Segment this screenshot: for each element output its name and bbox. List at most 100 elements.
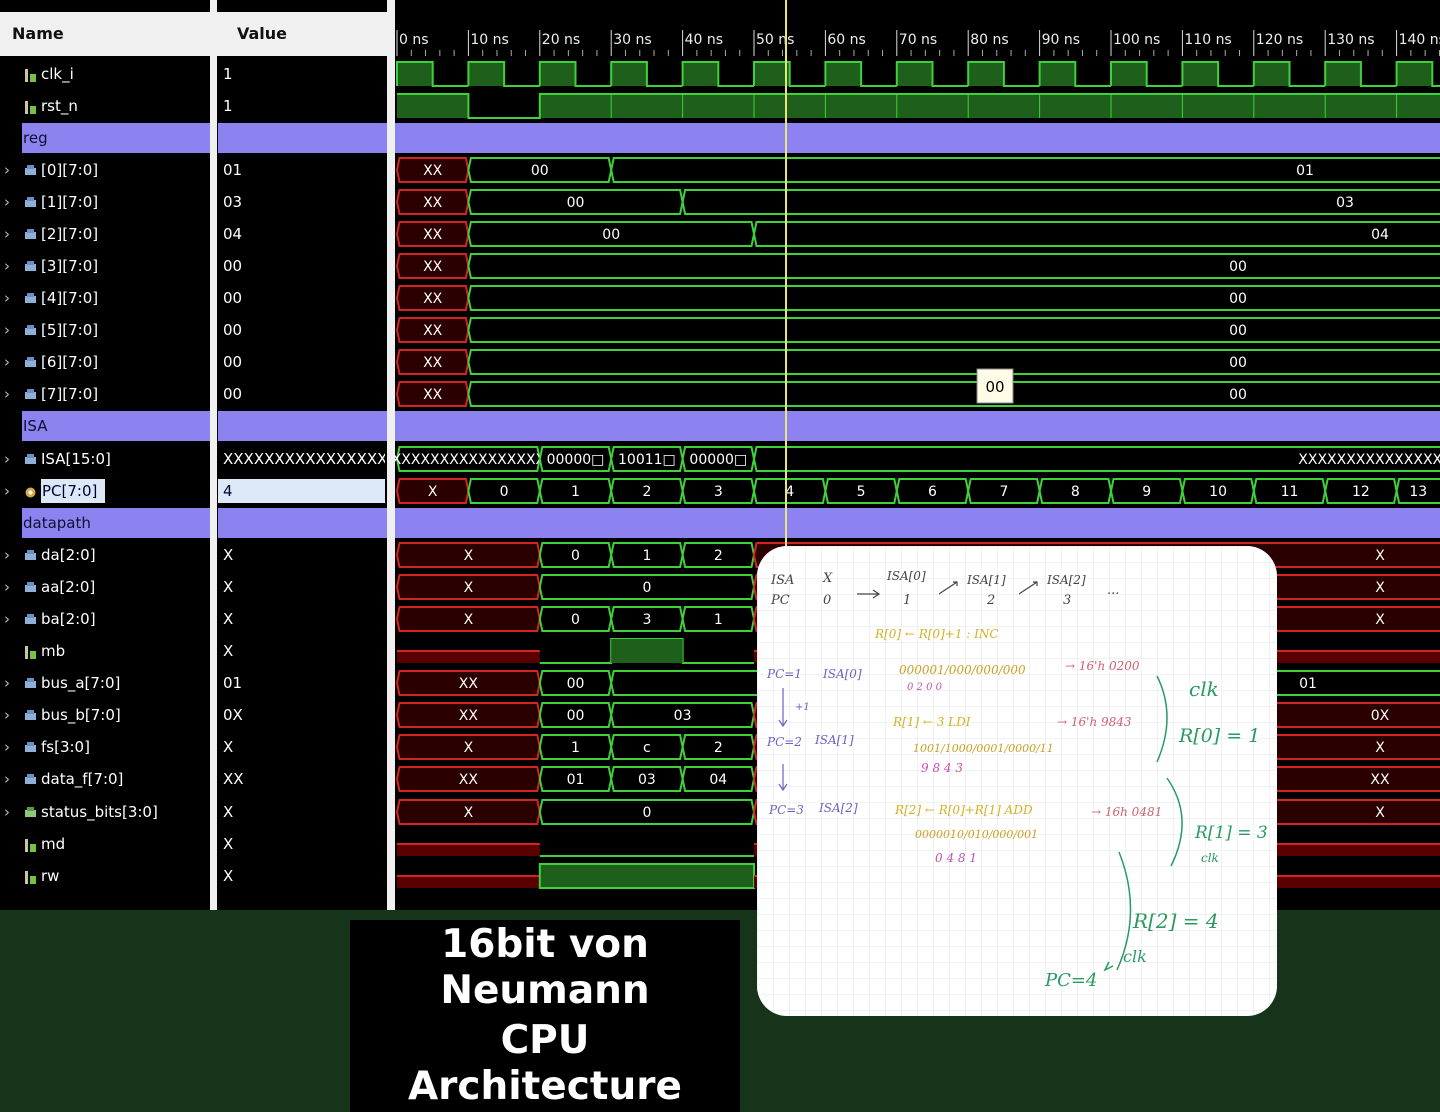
signal-value: X [223,546,234,564]
note-text: ISA[2] [1046,573,1086,587]
signal-name: [6][7:0] [41,353,99,371]
chevron-right-icon[interactable]: › [4,546,10,564]
signal-row-reg-5[interactable]: › [5][7:0] 00 [0,314,390,346]
signal-row-status-bits[interactable]: › status_bits[3:0] X [0,796,390,828]
signal-value: 00 [223,289,243,307]
signal-row-reg-3[interactable]: › [3][7:0] 00 [0,250,390,282]
signal-row-ba[interactable]: › ba[2:0] X [0,603,390,635]
bus-value-label: 3 [642,612,651,628]
chevron-right-icon[interactable]: › [4,225,10,243]
signal-row-isa[interactable]: › ISA[15:0] XXXXXXXXXXXXXXXX [0,443,390,475]
bus-value-label: XX [423,291,443,307]
caption-line-2: CPU Architecture [350,1016,740,1112]
signal-value: X [223,610,234,628]
group-value-isa [218,411,387,441]
signal-name: fs[3:0] [41,738,90,756]
signal-name: [2][7:0] [41,225,99,243]
caption-line-1: 16bit von Neumann [350,920,740,1016]
chevron-right-icon[interactable]: › [4,161,10,179]
bus-value-label: 00 [567,676,585,692]
group-label-datapath[interactable]: datapath [22,508,210,538]
chevron-right-icon[interactable]: › [4,803,10,821]
signal-row-da[interactable]: › da[2:0] X [0,539,390,571]
chevron-right-icon[interactable]: › [4,578,10,596]
note-text: 0 4 8 1 [935,851,977,865]
bus-value-label: 10 [1209,484,1227,500]
note-text: 0 2 0 0 [907,682,943,693]
bus-segment [467,253,1440,279]
column-divider[interactable] [210,0,217,910]
signal-row-bus-b[interactable]: › bus_b[7:0] 0X [0,699,390,731]
signal-row-fs[interactable]: › fs[3:0] X [0,731,390,763]
signal-name: clk_i [41,65,74,83]
chevron-right-icon[interactable]: › [4,385,10,403]
signal-name: status_bits[3:0] [41,803,158,821]
time-ruler [395,12,1440,56]
bus-signal-icon [24,548,37,561]
signal-name: md [41,835,66,853]
chevron-right-icon[interactable]: › [4,321,10,339]
bus-value-label: 00 [1229,259,1247,275]
signal-row-reg-6[interactable]: › [6][7:0] 00 [0,346,390,378]
clock-high-fill [1111,62,1147,86]
chevron-right-icon[interactable]: › [4,257,10,275]
bus-value-label: X [1375,740,1385,756]
note-text: ISA[0] [822,667,862,681]
clock-high-fill [1182,62,1219,86]
chevron-right-icon[interactable]: › [4,353,10,371]
bit-signal-icon [24,99,37,114]
signal-row-reg-2[interactable]: › [2][7:0] 04 [0,218,390,250]
chevron-right-icon[interactable]: › [4,193,10,211]
chevron-right-icon[interactable]: › [4,289,10,307]
ruler-tick-label: 140 ns [1399,32,1440,48]
signal-row-reg-4[interactable]: › [4][7:0] 00 [0,282,390,314]
clock-high-fill [754,62,790,86]
note-text: ISA[0] [886,569,926,583]
bus-segment [467,349,1440,375]
signal-row-reg-0[interactable]: › [0][7:0] 01 [0,154,390,186]
signal-row-data-f[interactable]: › data_f[7:0] XX [0,763,390,795]
signal-row-clk-i[interactable]: clk_i 1 [0,58,390,90]
note-text: PC=3 [768,803,804,817]
bus-value-label: XX [423,387,443,403]
group-label-reg[interactable]: reg [22,123,210,153]
signal-row-mb[interactable]: mb X [0,635,390,667]
bus-signal-icon [24,484,37,498]
group-label-isa[interactable]: ISA [22,411,210,441]
bus-value-label: 0 [642,580,651,596]
note-text: → 16h 0481 [1091,805,1162,819]
chevron-right-icon[interactable]: › [4,674,10,692]
bus-value-label: XX [423,227,443,243]
bus-value-label: 00 [567,708,585,724]
chevron-right-icon[interactable]: › [4,706,10,724]
signal-row-rw[interactable]: rw X [0,860,390,892]
value-column-header[interactable]: Value [217,12,387,56]
clock-high-fill [611,62,647,86]
chevron-right-icon[interactable]: › [4,738,10,756]
bus-signal-icon [24,708,37,721]
signal-row-aa[interactable]: › aa[2:0] X [0,571,390,603]
signal-row-pc[interactable]: › PC[7:0] 4 [0,475,390,507]
note-text: 3 [1063,593,1071,608]
signal-value: 1 [223,97,233,115]
name-column-header[interactable]: Name [0,12,210,56]
signal-row-rst-n[interactable]: rst_n 1 [0,90,390,122]
signal-row-reg-7[interactable]: › [7][7:0] 00 [0,378,390,410]
bus-signal-icon [24,452,37,465]
chevron-right-icon[interactable]: › [4,610,10,628]
chevron-right-icon[interactable]: › [4,770,10,788]
chevron-right-icon[interactable]: › [4,482,10,500]
bus-segment [467,381,1440,407]
signal-row-bus-a[interactable]: › bus_a[7:0] 01 [0,667,390,699]
pane-divider[interactable] [387,0,395,910]
signal-name: aa[2:0] [41,578,96,596]
bus-value-label: 01 [1296,163,1314,179]
signal-row-md[interactable]: md X [0,828,390,860]
bus-value-label: 9 [1142,484,1151,500]
note-text: 000001/000/000/000 [899,663,1026,677]
note-text: R[1] = 3 [1194,823,1268,843]
signal-value: 00 [223,257,243,275]
signal-row-reg-1[interactable]: › [1][7:0] 03 [0,186,390,218]
selected-value-highlight [218,479,385,503]
chevron-right-icon[interactable]: › [4,450,10,468]
